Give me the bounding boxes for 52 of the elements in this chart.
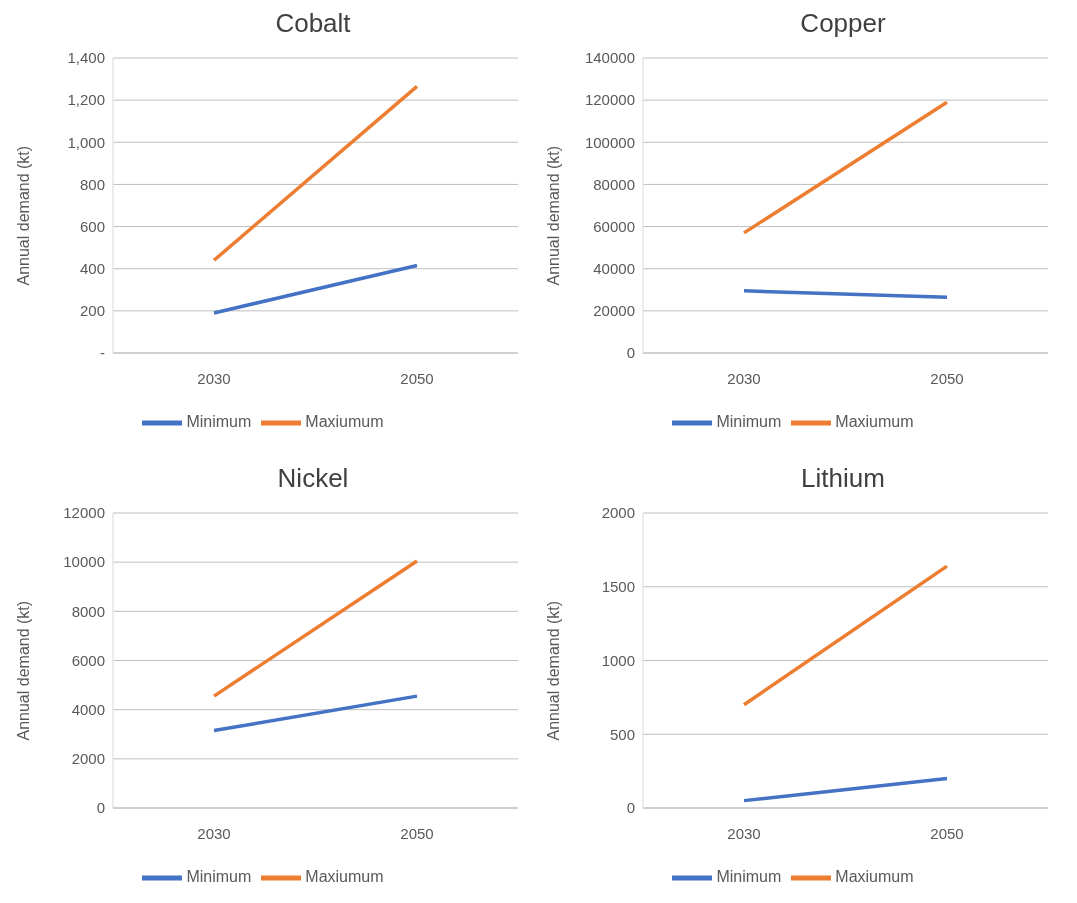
y-tick-label: 60000 bbox=[593, 217, 635, 235]
x-tick-label: 2030 bbox=[197, 824, 231, 842]
y-tick-label: 2000 bbox=[601, 504, 635, 522]
legend-label: Maxiumum bbox=[305, 868, 384, 886]
y-tick-label: 0 bbox=[626, 799, 635, 817]
y-tick-label: 1,000 bbox=[67, 133, 105, 151]
y-tick-label: 500 bbox=[609, 725, 635, 743]
y-tick-label: 200 bbox=[79, 302, 105, 320]
chart-title: Copper bbox=[799, 8, 887, 40]
legend-label: Minimum bbox=[186, 413, 252, 431]
y-tick-label: 20000 bbox=[593, 302, 635, 320]
x-tick-label: 2050 bbox=[400, 824, 434, 842]
y-tick-label: 40000 bbox=[593, 260, 635, 278]
legend-label: Maxiumum bbox=[835, 868, 914, 886]
chart-title: Lithium bbox=[800, 463, 886, 495]
legend-label: Maxiumum bbox=[305, 413, 384, 431]
x-tick-label: 2050 bbox=[400, 369, 434, 387]
y-tick-label: 600 bbox=[79, 217, 105, 235]
x-tick-label: 2030 bbox=[727, 824, 761, 842]
y-tick-label: 400 bbox=[79, 260, 105, 278]
y-tick-label: 1,200 bbox=[67, 91, 105, 109]
y-tick-label: 8000 bbox=[71, 602, 105, 620]
y-axis-title: Annual demand (kt) bbox=[14, 145, 32, 286]
y-tick-label: 0 bbox=[626, 344, 635, 362]
legend-label: Maxiumum bbox=[835, 413, 914, 431]
y-tick-label: 120000 bbox=[584, 91, 635, 109]
legend-label: Minimum bbox=[716, 868, 782, 886]
y-tick-label: - bbox=[100, 344, 105, 362]
y-tick-label: 1000 bbox=[601, 651, 635, 669]
x-tick-label: 2030 bbox=[197, 369, 231, 387]
chart-title: Nickel bbox=[276, 463, 350, 495]
y-tick-label: 1500 bbox=[601, 578, 635, 596]
y-tick-label: 10000 bbox=[63, 553, 105, 571]
y-tick-label: 1,400 bbox=[67, 49, 105, 67]
legend-label: Minimum bbox=[186, 868, 252, 886]
legend-label: Minimum bbox=[716, 413, 782, 431]
y-tick-label: 80000 bbox=[593, 175, 635, 193]
chart-title: Cobalt bbox=[274, 8, 352, 40]
y-tick-label: 2000 bbox=[71, 750, 105, 768]
y-tick-label: 0 bbox=[96, 799, 105, 817]
y-axis-title: Annual demand (kt) bbox=[544, 145, 562, 286]
y-tick-label: 800 bbox=[79, 175, 105, 193]
y-tick-label: 12000 bbox=[63, 504, 105, 522]
y-tick-label: 100000 bbox=[584, 133, 635, 151]
x-tick-label: 2050 bbox=[930, 369, 964, 387]
y-tick-label: 140000 bbox=[584, 49, 635, 67]
x-tick-label: 2030 bbox=[727, 369, 761, 387]
y-tick-label: 6000 bbox=[71, 651, 105, 669]
y-tick-label: 4000 bbox=[71, 700, 105, 718]
x-tick-label: 2050 bbox=[930, 824, 964, 842]
y-axis-title: Annual demand (kt) bbox=[544, 600, 562, 741]
y-axis-title: Annual demand (kt) bbox=[14, 600, 32, 741]
